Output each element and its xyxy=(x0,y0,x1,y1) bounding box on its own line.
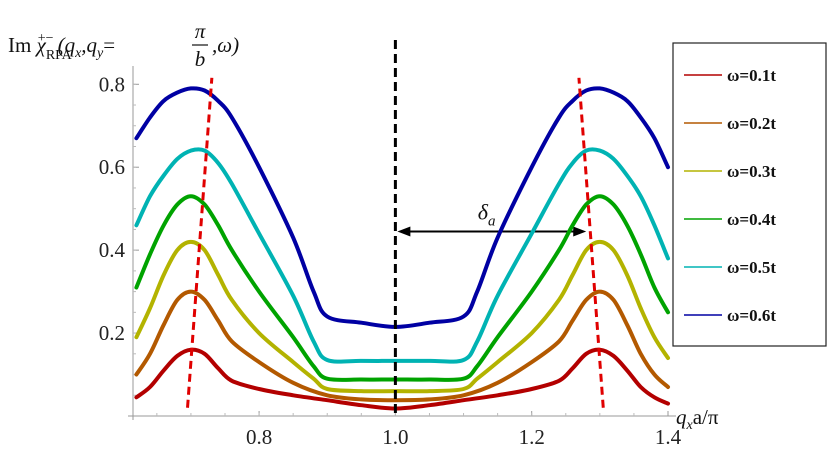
y-tick-label: 0.4 xyxy=(99,238,126,262)
delta-annotation: δa xyxy=(397,199,587,237)
series-line-5 xyxy=(134,147,670,364)
x-tick-label: 1.2 xyxy=(519,425,545,449)
arrow-head-right xyxy=(573,226,587,237)
legend-label: ω=0.2t xyxy=(727,114,776,133)
delta-label: δa xyxy=(478,199,496,229)
arrow-head-left xyxy=(397,226,411,237)
series-lines xyxy=(134,86,670,411)
y-tick-label: 0.8 xyxy=(99,72,125,96)
y-axis-title-text: Im χRPA+− (qx,qy= xyxy=(8,31,115,63)
legend-box xyxy=(672,42,827,347)
legend-label: ω=0.6t xyxy=(727,306,776,325)
axes: 0.8 1.0 1.2 1.4 0.2 0.4 0.6 0.8 xyxy=(99,66,682,449)
legend-label: ω=0.1t xyxy=(727,66,776,85)
x-axis-title-text: qxa/π xyxy=(676,405,719,433)
x-tick-label: 1.4 xyxy=(655,425,682,449)
reference-lines xyxy=(186,40,605,414)
peak-trend-line-1 xyxy=(186,77,214,408)
x-tick-label: 1.0 xyxy=(382,425,408,449)
x-tick-label: 0.8 xyxy=(246,425,272,449)
y-axis-title: Im χRPA+− (qx,qy= πb,ω) xyxy=(8,19,239,71)
legend-label: ω=0.4t xyxy=(727,210,776,229)
y-tick-label: 0.2 xyxy=(99,321,125,345)
series-line-4 xyxy=(134,194,670,382)
y-title-b: b xyxy=(195,47,206,71)
legend-label: ω=0.5t xyxy=(727,258,776,277)
series-line-6 xyxy=(134,86,670,329)
peak-trend-line-2 xyxy=(577,77,605,408)
legend: ω=0.1t ω=0.2t ω=0.3t ω=0.4t ω=0.5t ω=0.6t xyxy=(672,42,827,347)
y-title-tail: ,ω) xyxy=(212,33,239,57)
x-axis-title: qxa/π xyxy=(676,405,719,433)
y-tick-label: 0.6 xyxy=(99,155,125,179)
y-title-pi: π xyxy=(195,19,206,43)
series-line-2 xyxy=(134,289,670,403)
legend-label: ω=0.3t xyxy=(727,162,776,181)
series-line-3 xyxy=(134,239,670,394)
